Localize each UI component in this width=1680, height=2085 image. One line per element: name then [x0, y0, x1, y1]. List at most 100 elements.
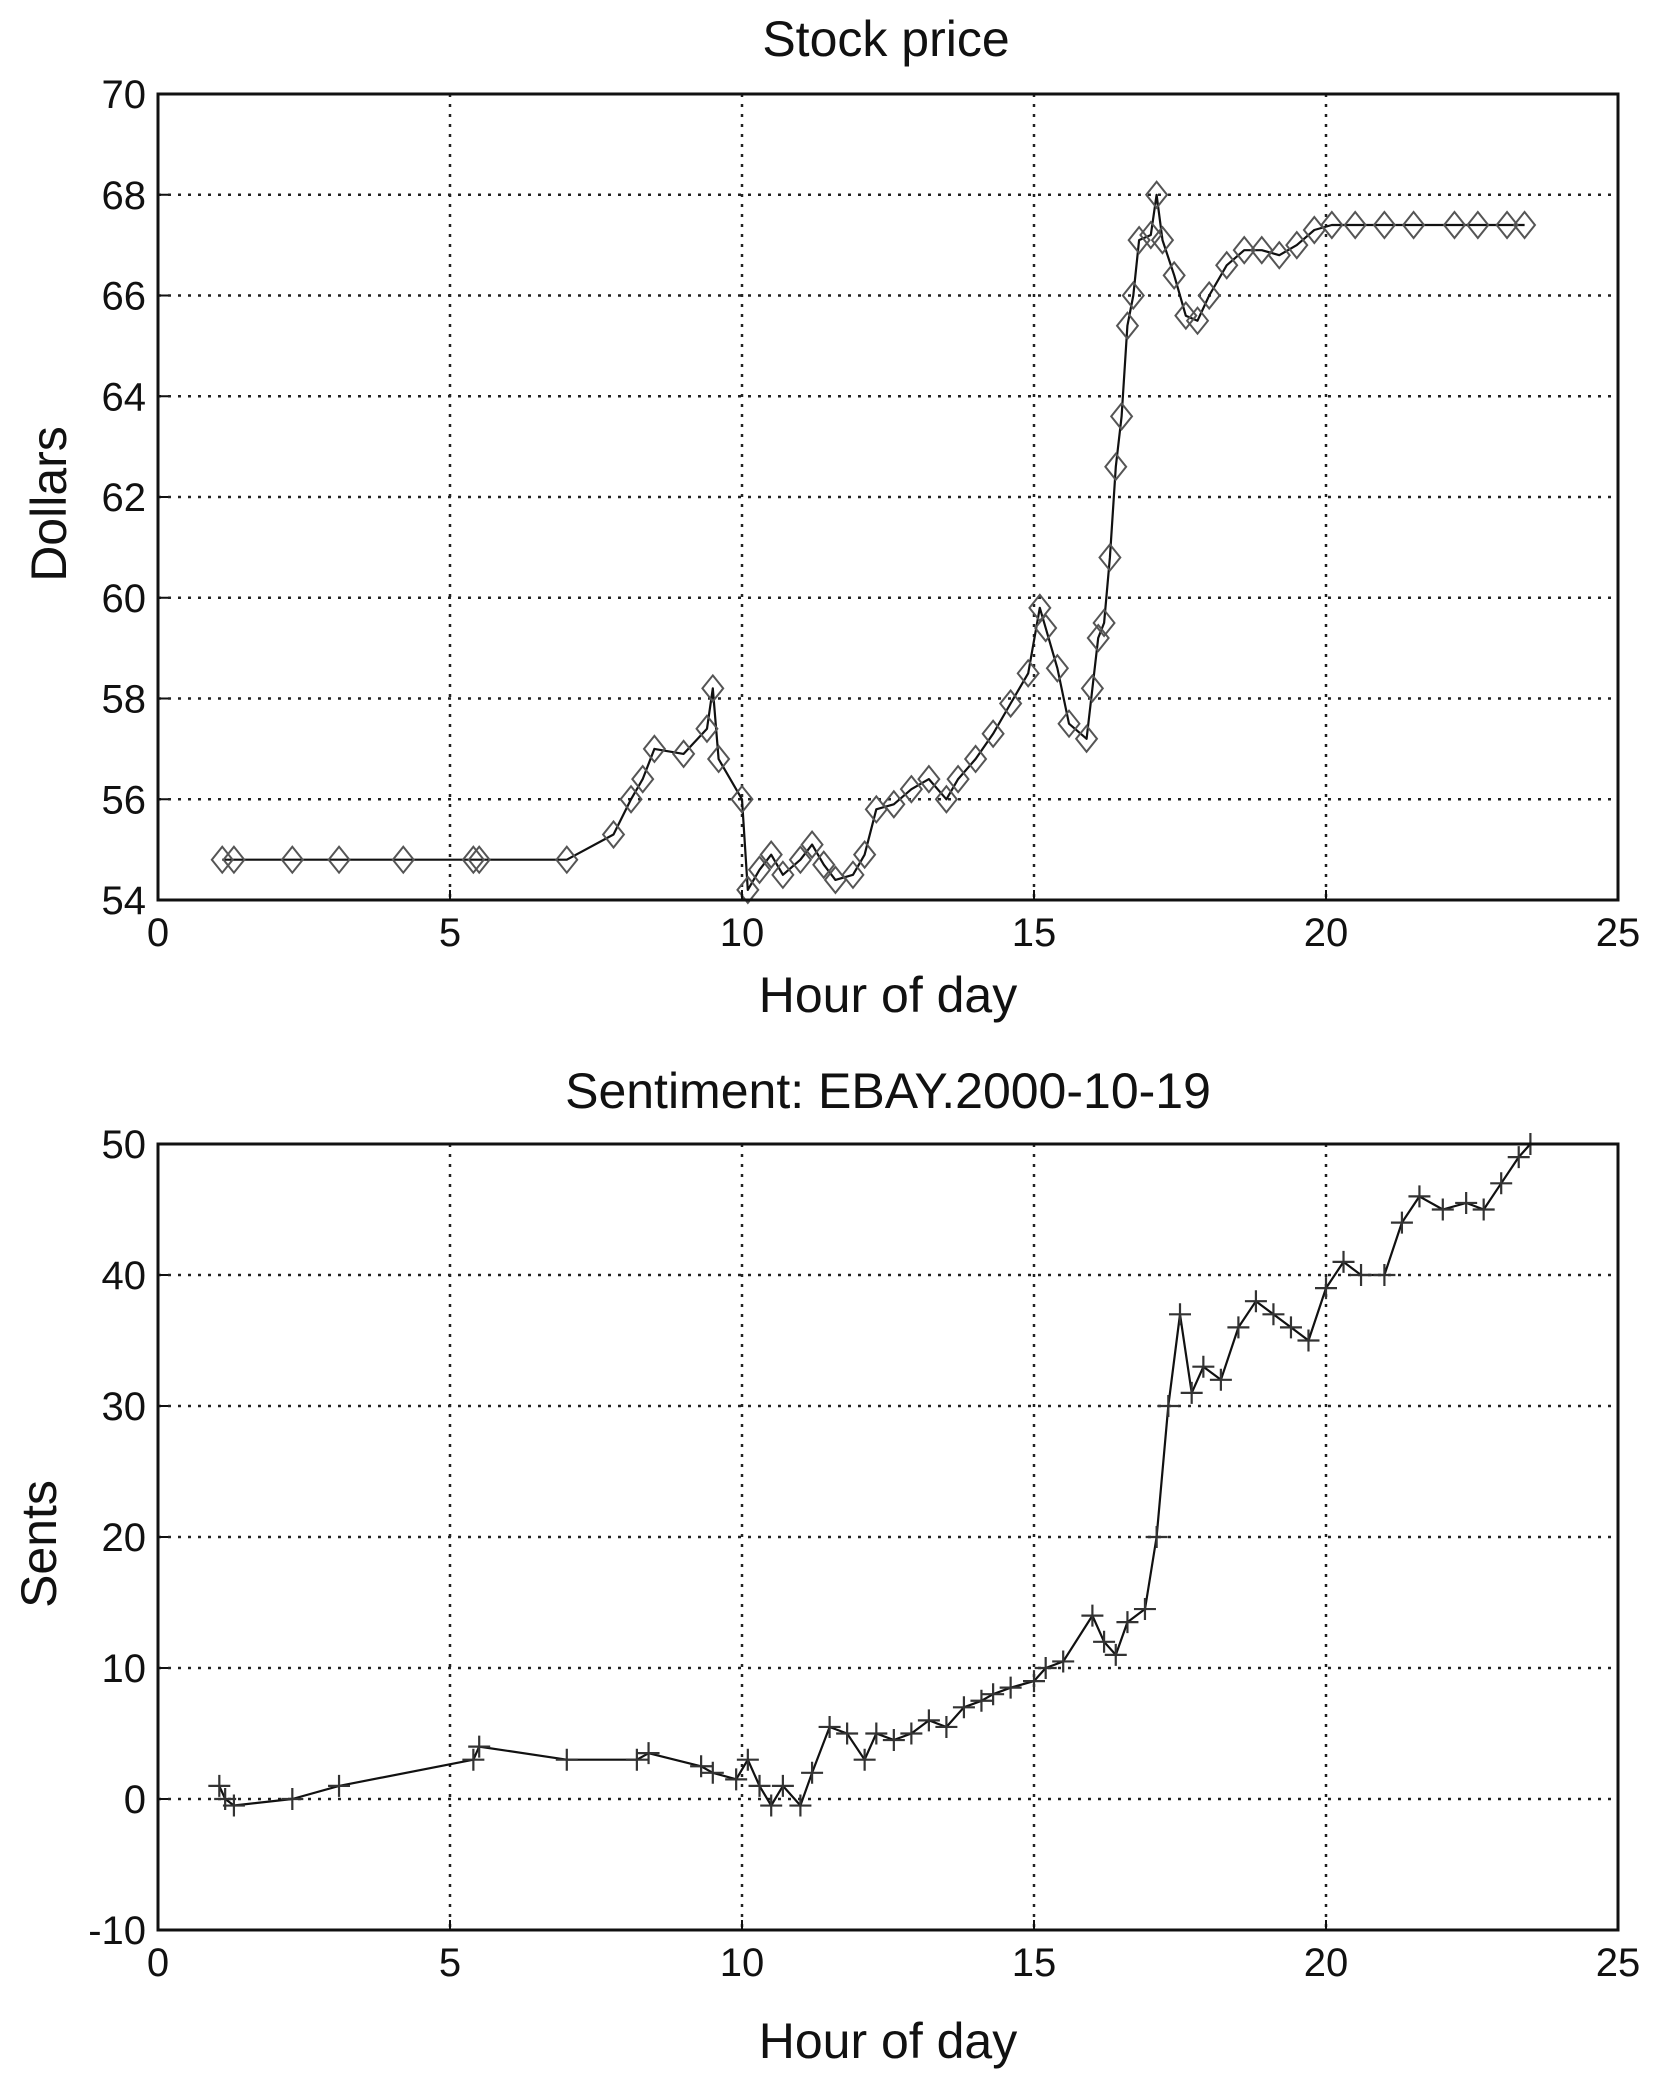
sentiment-data-point — [1244, 1290, 1267, 1313]
sentiment-data-point — [701, 1761, 724, 1784]
sentiment-data-point — [1192, 1355, 1215, 1378]
stock-data-point — [759, 840, 783, 870]
stock-data-point — [619, 784, 643, 814]
stock-x-tick-label: 25 — [1596, 911, 1641, 955]
stock-data-point — [1121, 280, 1145, 311]
stock-data-point — [963, 744, 988, 774]
stock-data-point — [771, 860, 795, 890]
stock-data-point — [706, 744, 731, 774]
sentiment-data-point — [1332, 1250, 1355, 1273]
sentiment-data-point — [690, 1755, 713, 1778]
sentiment-y-tick-label: 20 — [102, 1516, 147, 1560]
stock-data-point — [812, 850, 836, 880]
stock-x-tick-label: 20 — [1304, 911, 1349, 955]
sentiment-data-point — [625, 1748, 648, 1771]
stock-data-point — [280, 845, 305, 875]
stock-data-point — [1466, 210, 1490, 240]
stock-data-point — [882, 789, 906, 819]
stock-y-axis-label: Dollars — [21, 426, 77, 582]
stock-data-point — [461, 845, 486, 875]
stock-data-point — [1115, 311, 1140, 341]
stock-data-point — [1285, 230, 1309, 260]
stock-data-point — [1016, 658, 1040, 688]
sentiment-data-point — [865, 1722, 888, 1745]
sentiment-data-point — [935, 1715, 958, 1738]
stock-data-point — [852, 840, 877, 870]
sentiment-chart-title: Sentiment: EBAY.2000-10-19 — [565, 1063, 1211, 1119]
stock-data-point — [1401, 210, 1426, 240]
stock-data-point — [701, 673, 725, 704]
sentiment-data-point — [1052, 1650, 1075, 1673]
sentiment-y-tick-label: 0 — [124, 1778, 146, 1822]
sentiment-data-point — [1104, 1643, 1127, 1666]
sentiment-data-point — [982, 1683, 1005, 1706]
sentiment-data-point — [970, 1689, 993, 1712]
stock-plot-frame — [156, 92, 1620, 902]
sentiment-data-point — [1472, 1198, 1495, 1221]
sentiment-data-point — [462, 1748, 485, 1771]
sentiment-data-point — [1116, 1611, 1139, 1634]
sentiment-data-point — [789, 1794, 812, 1817]
sentiment-series — [208, 1133, 1542, 1817]
sentiment-data-point — [1350, 1264, 1373, 1286]
sentiment-data-point — [1227, 1316, 1250, 1339]
sentiment-data-point — [222, 1794, 245, 1817]
sentiment-data-point — [1145, 1526, 1168, 1548]
sentiment-data-point — [736, 1748, 759, 1771]
stock-data-point — [555, 845, 579, 875]
sentiment-x-tick-label: 0 — [147, 1941, 169, 1985]
sentiment-y-tick-label: -10 — [88, 1909, 146, 1953]
stock-y-tick-label: 56 — [102, 778, 147, 822]
sentiment-data-point — [853, 1748, 876, 1771]
stock-data-point — [1174, 301, 1198, 331]
sentiment-data-point — [917, 1709, 940, 1732]
stock-data-point — [981, 719, 1005, 749]
sentiment-data-point — [725, 1768, 748, 1791]
sentiment-data-point — [1034, 1657, 1057, 1679]
sentiment-y-tick-label: 30 — [102, 1385, 147, 1429]
sentiment-data-point — [1262, 1303, 1285, 1326]
stock-data-point — [946, 764, 970, 794]
stock-data-point — [1104, 452, 1128, 482]
sentiment-data-point — [1180, 1381, 1203, 1404]
sentiment-data-point — [900, 1722, 923, 1745]
sentiment-data-point — [1373, 1264, 1396, 1286]
stock-data-point — [917, 764, 941, 794]
stock-data-point — [1250, 235, 1274, 265]
stock-data-point — [1045, 653, 1070, 683]
sentiment-data-point — [328, 1774, 351, 1797]
stock-y-tick-label: 58 — [102, 678, 147, 722]
stock-y-tick-label: 66 — [102, 275, 147, 319]
sentiment-data-point — [1315, 1277, 1337, 1300]
stock-data-point — [1057, 709, 1081, 739]
stock-data-point — [642, 734, 667, 764]
stock-data-point — [1512, 210, 1537, 240]
stock-data-point — [1144, 180, 1169, 210]
sentiment-data-point — [1408, 1185, 1431, 1208]
stock-data-point — [1127, 225, 1151, 255]
stock-data-point — [841, 860, 865, 890]
stock-x-tick-label: 15 — [1012, 911, 1057, 955]
sentiment-data-point — [1390, 1211, 1413, 1234]
sentiment-x-tick-label: 5 — [439, 1941, 461, 1985]
stock-y-tick-label: 62 — [102, 476, 147, 520]
stock-data-point — [467, 845, 491, 875]
sentiment-data-point — [771, 1774, 794, 1797]
stock-data-point — [1074, 724, 1099, 754]
stock-chart-title: Stock price — [762, 11, 1009, 67]
stock-data-point — [934, 784, 959, 814]
stock-y-tick-label: 54 — [102, 879, 147, 923]
sentiment-x-tick-label: 15 — [1012, 1941, 1057, 1985]
sentiment-data-point — [882, 1729, 905, 1752]
stock-data-point — [1098, 542, 1122, 573]
sentiment-y-tick-label: 40 — [102, 1254, 147, 1298]
stock-data-point — [800, 829, 824, 860]
stock-data-point — [998, 688, 1023, 719]
sentiment-data-point — [1455, 1191, 1478, 1214]
stock-data-point — [222, 845, 246, 875]
stock-data-point — [1185, 306, 1210, 336]
sentiment-data-point — [748, 1774, 771, 1797]
